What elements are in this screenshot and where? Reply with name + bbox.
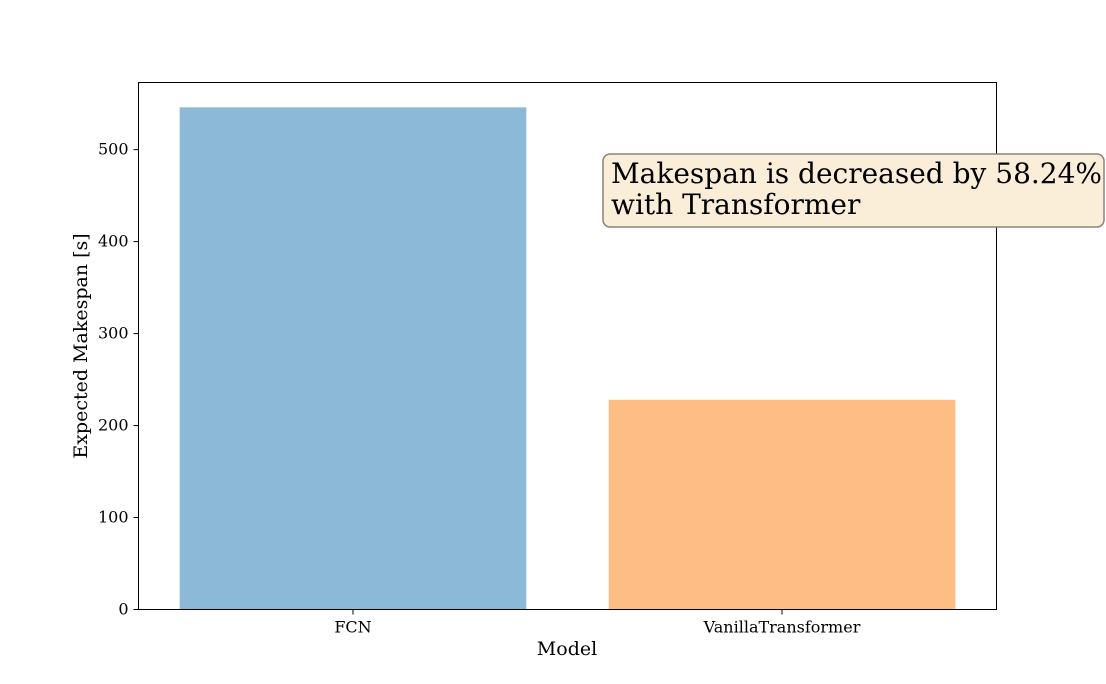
y-axis-ticks: 0 100 200 300 400 500 (98, 140, 139, 619)
bars-group (179, 107, 956, 610)
y-tick-label: 200 (98, 416, 129, 435)
x-axis-ticks: FCN VanillaTransformer (334, 609, 861, 637)
x-tick-label: FCN (334, 618, 371, 637)
y-tick-label: 400 (98, 232, 129, 251)
y-tick-label: 0 (118, 600, 128, 619)
y-tick-label: 500 (98, 140, 129, 159)
bar-fcn (179, 107, 527, 610)
x-tick-label: VanillaTransformer (703, 618, 861, 637)
y-tick-label: 100 (98, 508, 129, 527)
annotation-line-2: with Transformer (611, 188, 861, 221)
y-tick-label: 300 (98, 324, 129, 343)
x-axis-label: Model (537, 638, 597, 660)
bar-vanillatransformer (608, 399, 956, 610)
annotation-box-background (602, 153, 1105, 228)
annotation-box: Makespan is decreased by 58.24% with Tra… (602, 153, 1105, 228)
plot-frame (138, 82, 997, 610)
annotation-line-1: Makespan is decreased by 58.24% (611, 157, 1102, 190)
y-axis-label: Expected Makespan [s] (70, 233, 92, 458)
